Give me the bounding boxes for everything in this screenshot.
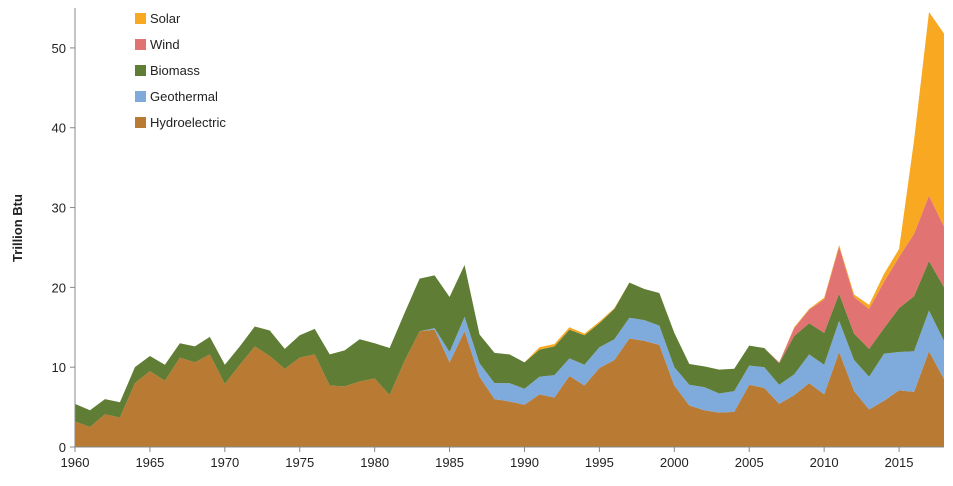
legend-label: Hydroelectric bbox=[150, 115, 226, 130]
x-tick-label: 1960 bbox=[61, 455, 90, 470]
x-tick-label: 1985 bbox=[435, 455, 464, 470]
legend-label: Geothermal bbox=[150, 89, 218, 104]
x-tick-label: 2005 bbox=[735, 455, 764, 470]
area bbox=[75, 329, 944, 447]
x-tick-label: 2010 bbox=[810, 455, 839, 470]
y-tick-label: 50 bbox=[52, 41, 66, 56]
x-tick-label: 2015 bbox=[885, 455, 914, 470]
legend-swatch bbox=[135, 117, 146, 128]
y-tick-label: 30 bbox=[52, 201, 66, 216]
legend-label: Solar bbox=[150, 11, 181, 26]
legend-label: Biomass bbox=[150, 63, 200, 78]
legend-swatch bbox=[135, 65, 146, 76]
x-tick-label: 1975 bbox=[285, 455, 314, 470]
y-tick-label: 0 bbox=[59, 440, 66, 455]
y-tick-label: 40 bbox=[52, 121, 66, 136]
y-tick-label: 20 bbox=[52, 280, 66, 295]
legend-swatch bbox=[135, 13, 146, 24]
legend-swatch bbox=[135, 91, 146, 102]
area bbox=[75, 310, 944, 428]
x-tick-label: 1965 bbox=[135, 455, 164, 470]
x-tick-label: 1980 bbox=[360, 455, 389, 470]
x-tick-label: 2000 bbox=[660, 455, 689, 470]
y-axis-label: Trillion Btu bbox=[10, 194, 25, 262]
x-tick-label: 1970 bbox=[210, 455, 239, 470]
area bbox=[75, 261, 944, 428]
x-tick-label: 1995 bbox=[585, 455, 614, 470]
legend-swatch bbox=[135, 39, 146, 50]
x-tick-label: 1990 bbox=[510, 455, 539, 470]
legend-label: Wind bbox=[150, 37, 180, 52]
y-tick-label: 10 bbox=[52, 360, 66, 375]
